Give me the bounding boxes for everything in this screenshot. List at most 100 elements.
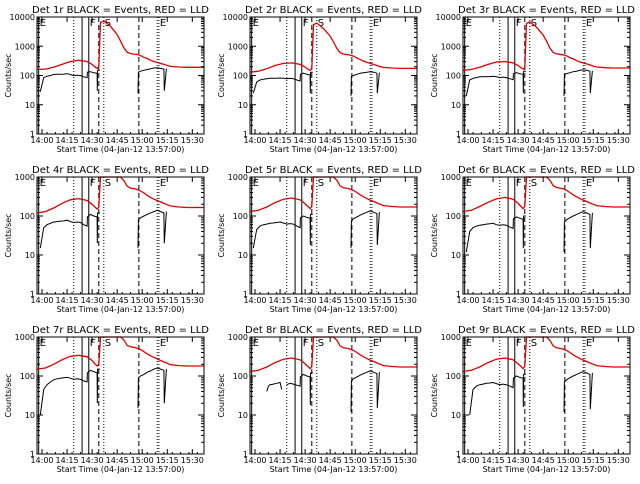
events-series-line	[350, 71, 380, 96]
chart-title: Det 9r BLACK = Events, RED = LLD	[458, 325, 635, 336]
y-tick-label: 1000	[15, 42, 35, 51]
x-tick-label: 14:00	[456, 136, 479, 145]
x-tick-label: 14:45	[106, 136, 129, 145]
event-marker-label: S	[531, 178, 537, 189]
event-marker-label: S	[105, 338, 111, 349]
lld-series-line	[462, 21, 630, 71]
y-tick-label: 10	[25, 411, 35, 420]
event-marker-label: S	[531, 338, 537, 349]
x-tick-label: 15:15	[369, 456, 392, 465]
events-series-line	[137, 67, 167, 94]
y-tick-label: 10	[25, 101, 35, 110]
x-axis-label: Start Time (04-Jan-12 13:57:00)	[270, 465, 398, 474]
x-tick-label: 15:00	[344, 136, 367, 145]
events-series-line	[286, 372, 313, 406]
x-tick-label: 15:30	[394, 296, 417, 305]
y-axis-label: Counts/sec	[430, 53, 439, 97]
event-marker-label: E	[40, 18, 46, 29]
y-axis-label: Counts/sec	[4, 213, 13, 257]
y-tick-label: 1000	[228, 333, 248, 342]
x-tick-label: 15:30	[181, 456, 204, 465]
x-tick-label: 14:45	[106, 296, 129, 305]
plot-frame	[249, 336, 418, 455]
lld-series-line	[462, 336, 630, 373]
event-marker-label: F	[516, 338, 522, 349]
x-axis-label: Start Time (04-Jan-12 13:57:00)	[57, 305, 185, 314]
y-tick-label: 1	[456, 450, 461, 459]
y-tick-label: 100	[446, 72, 461, 81]
y-tick-label: 10	[451, 251, 461, 260]
y-tick-label: 10	[451, 411, 461, 420]
x-tick-label: 14:00	[456, 296, 479, 305]
y-tick-label: 100	[233, 212, 248, 221]
events-series-line	[266, 381, 283, 392]
x-tick-label: 15:15	[369, 136, 392, 145]
event-marker-label: E	[586, 18, 592, 29]
x-tick-label: 14:45	[106, 456, 129, 465]
plot-frame	[36, 176, 205, 295]
lld-series-line	[249, 336, 417, 373]
events-series-line	[39, 368, 100, 416]
event-marker-label: E	[160, 338, 166, 349]
events-series-line	[137, 367, 167, 409]
y-axis-label: Counts/sec	[4, 373, 13, 417]
x-tick-label: 14:45	[319, 136, 342, 145]
events-series-line	[563, 69, 593, 96]
x-tick-label: 14:00	[30, 296, 53, 305]
x-tick-label: 14:15	[56, 456, 79, 465]
y-tick-label: 1	[243, 290, 248, 299]
x-axis-label: Start Time (04-Jan-12 13:57:00)	[483, 305, 611, 314]
event-marker-label: E	[253, 178, 259, 189]
plot-frame	[462, 16, 631, 135]
x-tick-label: 15:00	[131, 136, 154, 145]
event-marker-label: S	[531, 18, 537, 29]
events-series-line	[252, 71, 313, 94]
event-marker-label: F	[90, 18, 96, 29]
x-tick-label: 14:15	[269, 296, 292, 305]
x-tick-label: 14:00	[30, 456, 53, 465]
y-axis-label: Counts/sec	[430, 373, 439, 417]
x-tick-label: 14:30	[81, 136, 104, 145]
event-marker-label: E	[466, 338, 472, 349]
lld-series-line	[36, 20, 204, 71]
y-axis-label: Counts/sec	[217, 53, 226, 97]
x-tick-label: 14:00	[243, 296, 266, 305]
event-marker-label: E	[253, 338, 259, 349]
chart-title: Det 6r BLACK = Events, RED = LLD	[458, 165, 635, 176]
y-tick-label: 1000	[441, 42, 461, 51]
x-axis-label: Start Time (04-Jan-12 13:57:00)	[57, 145, 185, 154]
event-marker-label: S	[318, 338, 324, 349]
event-marker-label: E	[373, 18, 379, 29]
x-tick-label: 14:30	[294, 136, 317, 145]
events-series-line	[563, 371, 593, 412]
x-tick-label: 15:15	[156, 456, 179, 465]
x-axis-label: Start Time (04-Jan-12 13:57:00)	[483, 465, 611, 474]
x-tick-label: 14:15	[269, 136, 292, 145]
event-marker-label: E	[466, 18, 472, 29]
event-marker-label: F	[303, 178, 309, 189]
x-tick-label: 15:30	[607, 456, 630, 465]
events-series-line	[350, 210, 380, 249]
y-tick-label: 1	[30, 290, 35, 299]
y-tick-label: 1	[456, 130, 461, 139]
event-marker-label: E	[373, 338, 379, 349]
event-marker-label: F	[303, 18, 309, 29]
x-tick-label: 14:45	[319, 296, 342, 305]
y-tick-label: 100	[20, 212, 35, 221]
x-tick-label: 15:30	[181, 136, 204, 145]
chart-panel-3: Det 3r BLACK = Events, RED = LLD E F S E 1 10 1…	[430, 5, 635, 154]
event-marker-label: E	[160, 18, 166, 29]
plot-frame	[462, 336, 631, 455]
events-series-line	[252, 213, 313, 249]
event-marker-label: S	[318, 178, 324, 189]
y-tick-label: 1	[30, 130, 35, 139]
events-series-line	[39, 69, 100, 92]
plot-frame	[36, 16, 205, 135]
x-tick-label: 14:30	[507, 456, 530, 465]
plot-frame	[249, 176, 418, 295]
y-tick-label: 1000	[441, 333, 461, 342]
y-tick-label: 100	[446, 212, 461, 221]
event-marker-label: F	[303, 338, 309, 349]
x-axis-label: Start Time (04-Jan-12 13:57:00)	[270, 305, 398, 314]
